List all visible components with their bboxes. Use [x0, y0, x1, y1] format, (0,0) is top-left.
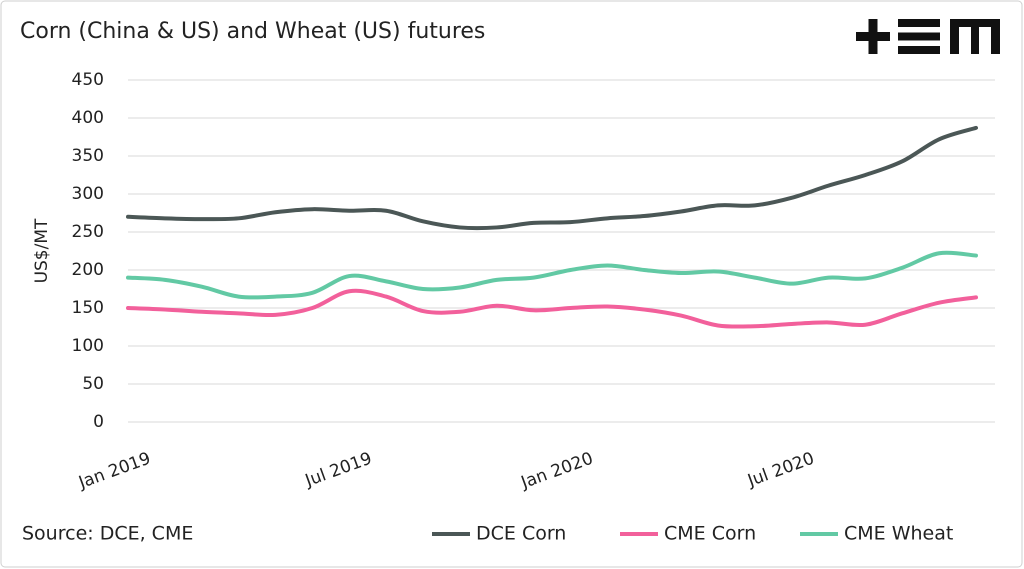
legend-label: CME Wheat — [844, 523, 953, 545]
y-tick-label: 450 — [72, 70, 104, 90]
y-tick-label: 400 — [72, 108, 104, 128]
source-note: Source: DCE, CME — [22, 523, 193, 545]
y-tick-label: 150 — [72, 298, 104, 318]
y-tick-label: 0 — [93, 412, 104, 432]
logo — [856, 19, 1000, 54]
y-tick-label: 50 — [82, 374, 104, 394]
series-line — [126, 125, 978, 231]
y-tick-label: 250 — [72, 222, 104, 242]
y-tick-label: 350 — [72, 146, 104, 166]
y-tick-label: 200 — [72, 260, 104, 280]
y-tick-label: 100 — [72, 336, 104, 356]
chart-title: Corn (China & US) and Wheat (US) futures — [20, 19, 485, 44]
series-line — [126, 288, 978, 329]
y-tick-label: 300 — [72, 184, 104, 204]
y-axis-label: US$/MT — [32, 218, 52, 283]
series-line — [126, 250, 978, 300]
legend-label: DCE Corn — [476, 523, 566, 545]
legend-label: CME Corn — [664, 523, 756, 545]
